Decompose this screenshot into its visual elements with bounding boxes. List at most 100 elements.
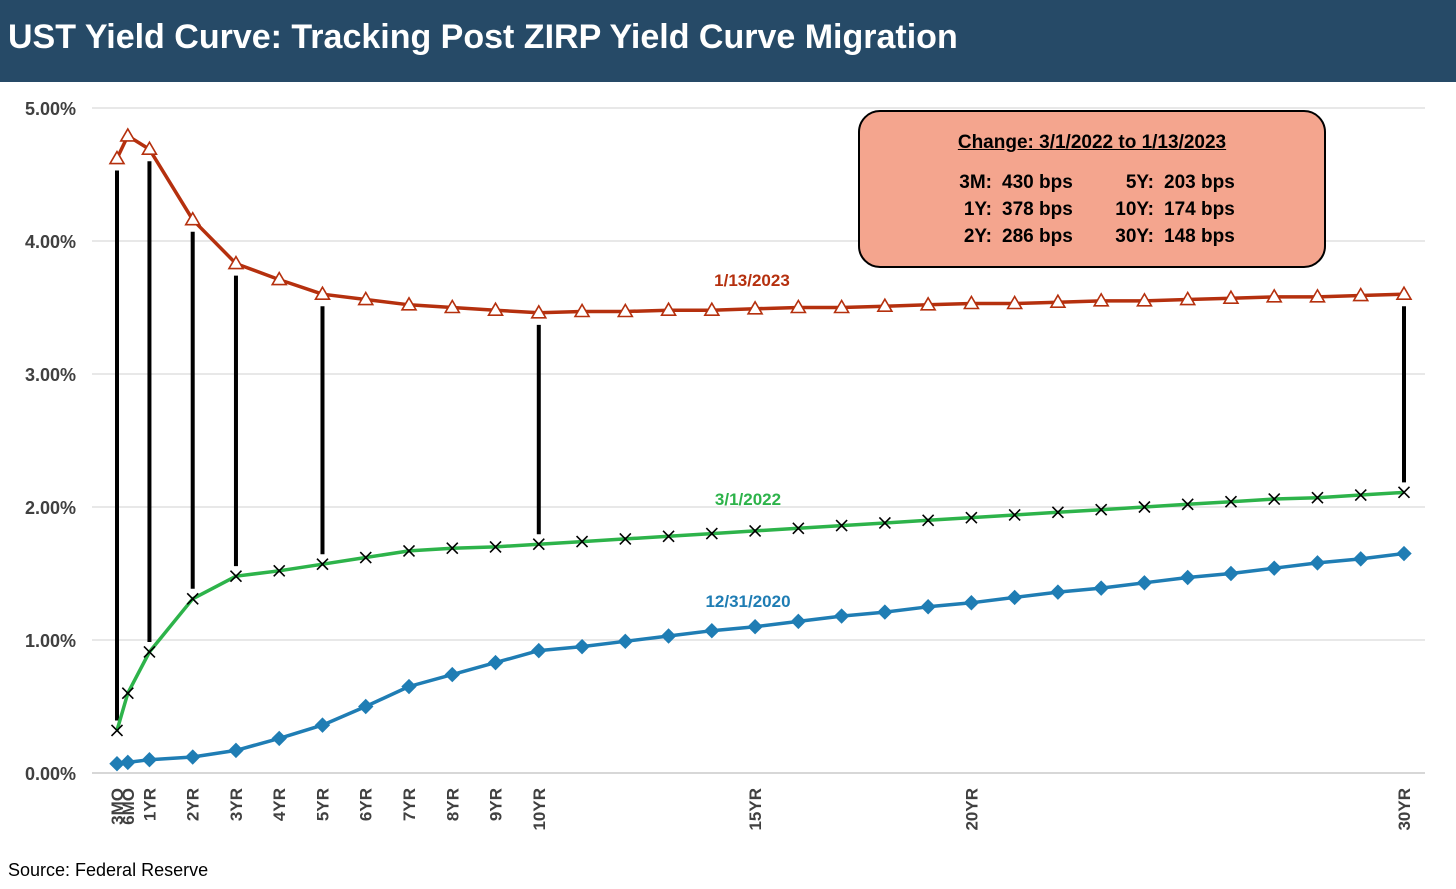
data-point-triangle bbox=[443, 298, 461, 314]
callout-row-10y: 10Y: 174 bps bbox=[1110, 199, 1235, 221]
x-marker-stroke bbox=[792, 522, 805, 535]
data-point-diamond bbox=[877, 604, 893, 620]
x-marker-stroke bbox=[1268, 492, 1281, 506]
x-marker-stroke bbox=[532, 538, 545, 551]
x-marker-stroke bbox=[446, 542, 459, 555]
data-point-diamond bbox=[963, 595, 980, 611]
x-marker-stroke bbox=[1051, 506, 1064, 519]
data-point-triangle bbox=[963, 294, 980, 310]
callout-key: 30Y: bbox=[1115, 226, 1154, 247]
data-point-x bbox=[402, 544, 416, 557]
x-tick-label: 10YR bbox=[530, 788, 549, 831]
x-marker-stroke bbox=[1354, 488, 1367, 502]
data-point-diamond bbox=[141, 751, 158, 768]
data-point-x bbox=[1008, 508, 1021, 522]
x-marker-stroke bbox=[749, 524, 762, 538]
data-point-diamond bbox=[660, 628, 677, 644]
callout-row-30y: 30Y: 148 bps bbox=[1110, 226, 1235, 248]
data-point-diamond bbox=[314, 717, 331, 733]
x-tick-label: 5YR bbox=[313, 788, 332, 821]
x-marker-stroke bbox=[1008, 508, 1021, 522]
data-point-triangle bbox=[1352, 286, 1370, 302]
x-marker-stroke bbox=[1181, 498, 1194, 511]
data-point-diamond bbox=[617, 633, 634, 650]
data-point-triangle bbox=[184, 211, 202, 226]
data-point-x bbox=[1397, 486, 1411, 499]
series-label: 12/31/2020 bbox=[705, 592, 790, 611]
data-point-triangle bbox=[1049, 293, 1067, 308]
data-point-triangle bbox=[357, 290, 375, 306]
data-point-triangle bbox=[1006, 294, 1024, 310]
data-point-triangle bbox=[876, 297, 894, 312]
data-point-triangle bbox=[141, 140, 158, 156]
x-tick-label: 2YR bbox=[184, 788, 203, 821]
data-point-x bbox=[835, 519, 848, 532]
x-tick-label: 3YR bbox=[227, 788, 246, 821]
y-tick-label: 3.00% bbox=[25, 365, 76, 385]
x-marker-stroke bbox=[835, 519, 848, 532]
data-point-triangle bbox=[573, 302, 591, 318]
x-marker-stroke bbox=[402, 544, 416, 557]
data-point-diamond bbox=[790, 613, 807, 630]
x-marker-stroke bbox=[619, 532, 632, 545]
y-tick-label: 0.00% bbox=[25, 764, 76, 784]
series-markers bbox=[108, 127, 1413, 772]
data-point-x bbox=[792, 522, 805, 535]
callout-row-1y: 1Y: 378 bps bbox=[948, 199, 1073, 221]
x-tick-label: 9YR bbox=[487, 788, 506, 821]
x-marker-stroke bbox=[1397, 486, 1411, 499]
data-point-diamond bbox=[1093, 580, 1109, 596]
x-marker-stroke bbox=[489, 540, 502, 553]
data-point-diamond bbox=[1179, 569, 1196, 586]
data-point-x bbox=[619, 532, 632, 545]
data-point-diamond bbox=[184, 749, 201, 765]
data-point-x bbox=[575, 535, 589, 548]
data-point-x bbox=[662, 530, 675, 543]
data-point-triangle bbox=[1265, 288, 1283, 303]
callout-row-3m: 3M: 430 bps bbox=[948, 172, 1073, 194]
data-point-triangle bbox=[919, 296, 937, 311]
callout-value: 203 bps bbox=[1164, 172, 1235, 193]
data-point-diamond bbox=[574, 638, 590, 655]
data-point-diamond bbox=[833, 608, 850, 624]
x-tick-label: 30YR bbox=[1395, 788, 1414, 831]
data-point-x bbox=[1224, 495, 1238, 508]
x-tick-label: 8YR bbox=[443, 788, 462, 821]
data-point-triangle bbox=[616, 302, 634, 318]
data-point-x bbox=[1181, 498, 1194, 511]
data-point-triangle bbox=[400, 296, 418, 311]
data-point-x bbox=[446, 542, 459, 555]
data-point-x bbox=[143, 645, 156, 659]
callout-title: Change: 3/1/2022 to 1/13/2023 bbox=[957, 132, 1227, 153]
callout-key: 5Y: bbox=[1125, 172, 1154, 193]
data-point-diamond bbox=[401, 678, 417, 695]
chart-title: UST Yield Curve: Tracking Post ZIRP Yiel… bbox=[8, 18, 958, 56]
y-tick-label: 2.00% bbox=[25, 498, 76, 518]
x-marker-stroke bbox=[359, 551, 372, 564]
data-point-triangle bbox=[530, 304, 548, 319]
data-point-triangle bbox=[1309, 288, 1326, 303]
data-point-diamond bbox=[747, 618, 763, 635]
data-point-triangle bbox=[108, 149, 126, 165]
data-point-diamond bbox=[1353, 551, 1369, 567]
data-point-triangle bbox=[1136, 292, 1153, 307]
data-point-triangle bbox=[789, 298, 807, 314]
callout-value: 148 bps bbox=[1164, 226, 1235, 247]
data-point-triangle bbox=[1092, 292, 1110, 307]
data-point-triangle bbox=[833, 298, 851, 314]
series-line bbox=[116, 551, 1405, 766]
series-line bbox=[115, 134, 1405, 315]
data-point-diamond bbox=[1050, 584, 1066, 600]
data-point-x bbox=[489, 540, 502, 553]
series-line bbox=[115, 490, 1405, 731]
y-tick-label: 1.00% bbox=[25, 631, 76, 651]
callout-value: 378 bps bbox=[1002, 199, 1073, 220]
data-point-triangle bbox=[227, 255, 245, 270]
callout-key: 2Y: bbox=[963, 226, 992, 247]
x-marker-stroke bbox=[662, 530, 675, 543]
change-callout-box: Change: 3/1/2022 to 1/13/2023 3M: 430 bps… bbox=[858, 110, 1326, 268]
data-point-x bbox=[878, 516, 891, 530]
data-point-diamond bbox=[358, 698, 374, 715]
x-tick-label: 1YR bbox=[140, 788, 159, 821]
